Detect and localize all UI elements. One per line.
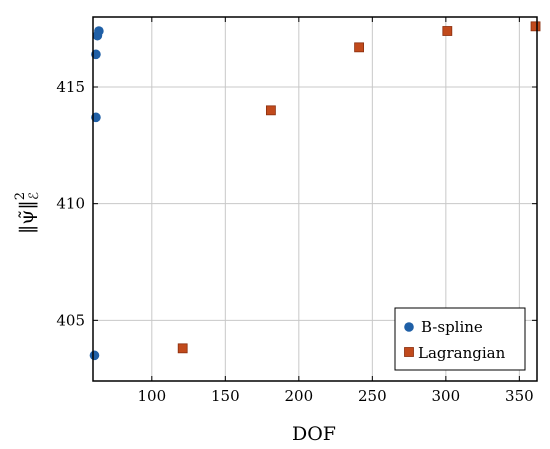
x-tick-label: 150 (211, 387, 240, 405)
legend-marker-lagrangian (404, 347, 414, 357)
grid-lines (93, 17, 537, 381)
x-tick-label: 100 (137, 387, 166, 405)
x-tick-label: 200 (285, 387, 314, 405)
svg-text:‖ψ̃‖2ℰ: ‖ψ̃‖2ℰ (13, 192, 42, 234)
data-point-b-spline (89, 350, 100, 361)
x-tick-label: 350 (505, 387, 534, 405)
data-point-lagrangian (265, 105, 276, 116)
legend-label-lagrangian: Lagrangian (418, 344, 506, 362)
y-axis-ticks: 405 410 415 (56, 78, 537, 329)
x-axis-ticks: 100 150 200 250 300 350 (137, 17, 534, 405)
y-tick-label: 415 (56, 78, 85, 96)
data-point-lagrangian (177, 343, 188, 354)
plot-frame (92, 16, 538, 382)
y-tick-label: 405 (56, 311, 85, 329)
y-tick-label: 410 (56, 195, 85, 213)
y-axis-label: ‖ψ̃‖2ℰ (13, 192, 42, 234)
legend-box (394, 307, 526, 371)
y-axis-label-sub: ℰ (27, 192, 42, 200)
legend: B-spline Lagrangian (394, 307, 526, 371)
x-tick-label: 300 (432, 387, 461, 405)
data-point-b-spline (94, 26, 104, 36)
x-axis-label: DOF (292, 423, 336, 445)
legend-marker-b-spline (404, 322, 414, 332)
data-point-lagrangian (530, 21, 541, 32)
y-axis-label-sup: 2 (13, 192, 28, 200)
y-axis-label-base: ‖ψ̃‖ (16, 200, 38, 234)
data-point-lagrangian (354, 42, 365, 53)
data-point-lagrangian (442, 26, 453, 36)
legend-label-b-spline: B-spline (421, 318, 483, 336)
x-tick-label: 250 (358, 387, 387, 405)
